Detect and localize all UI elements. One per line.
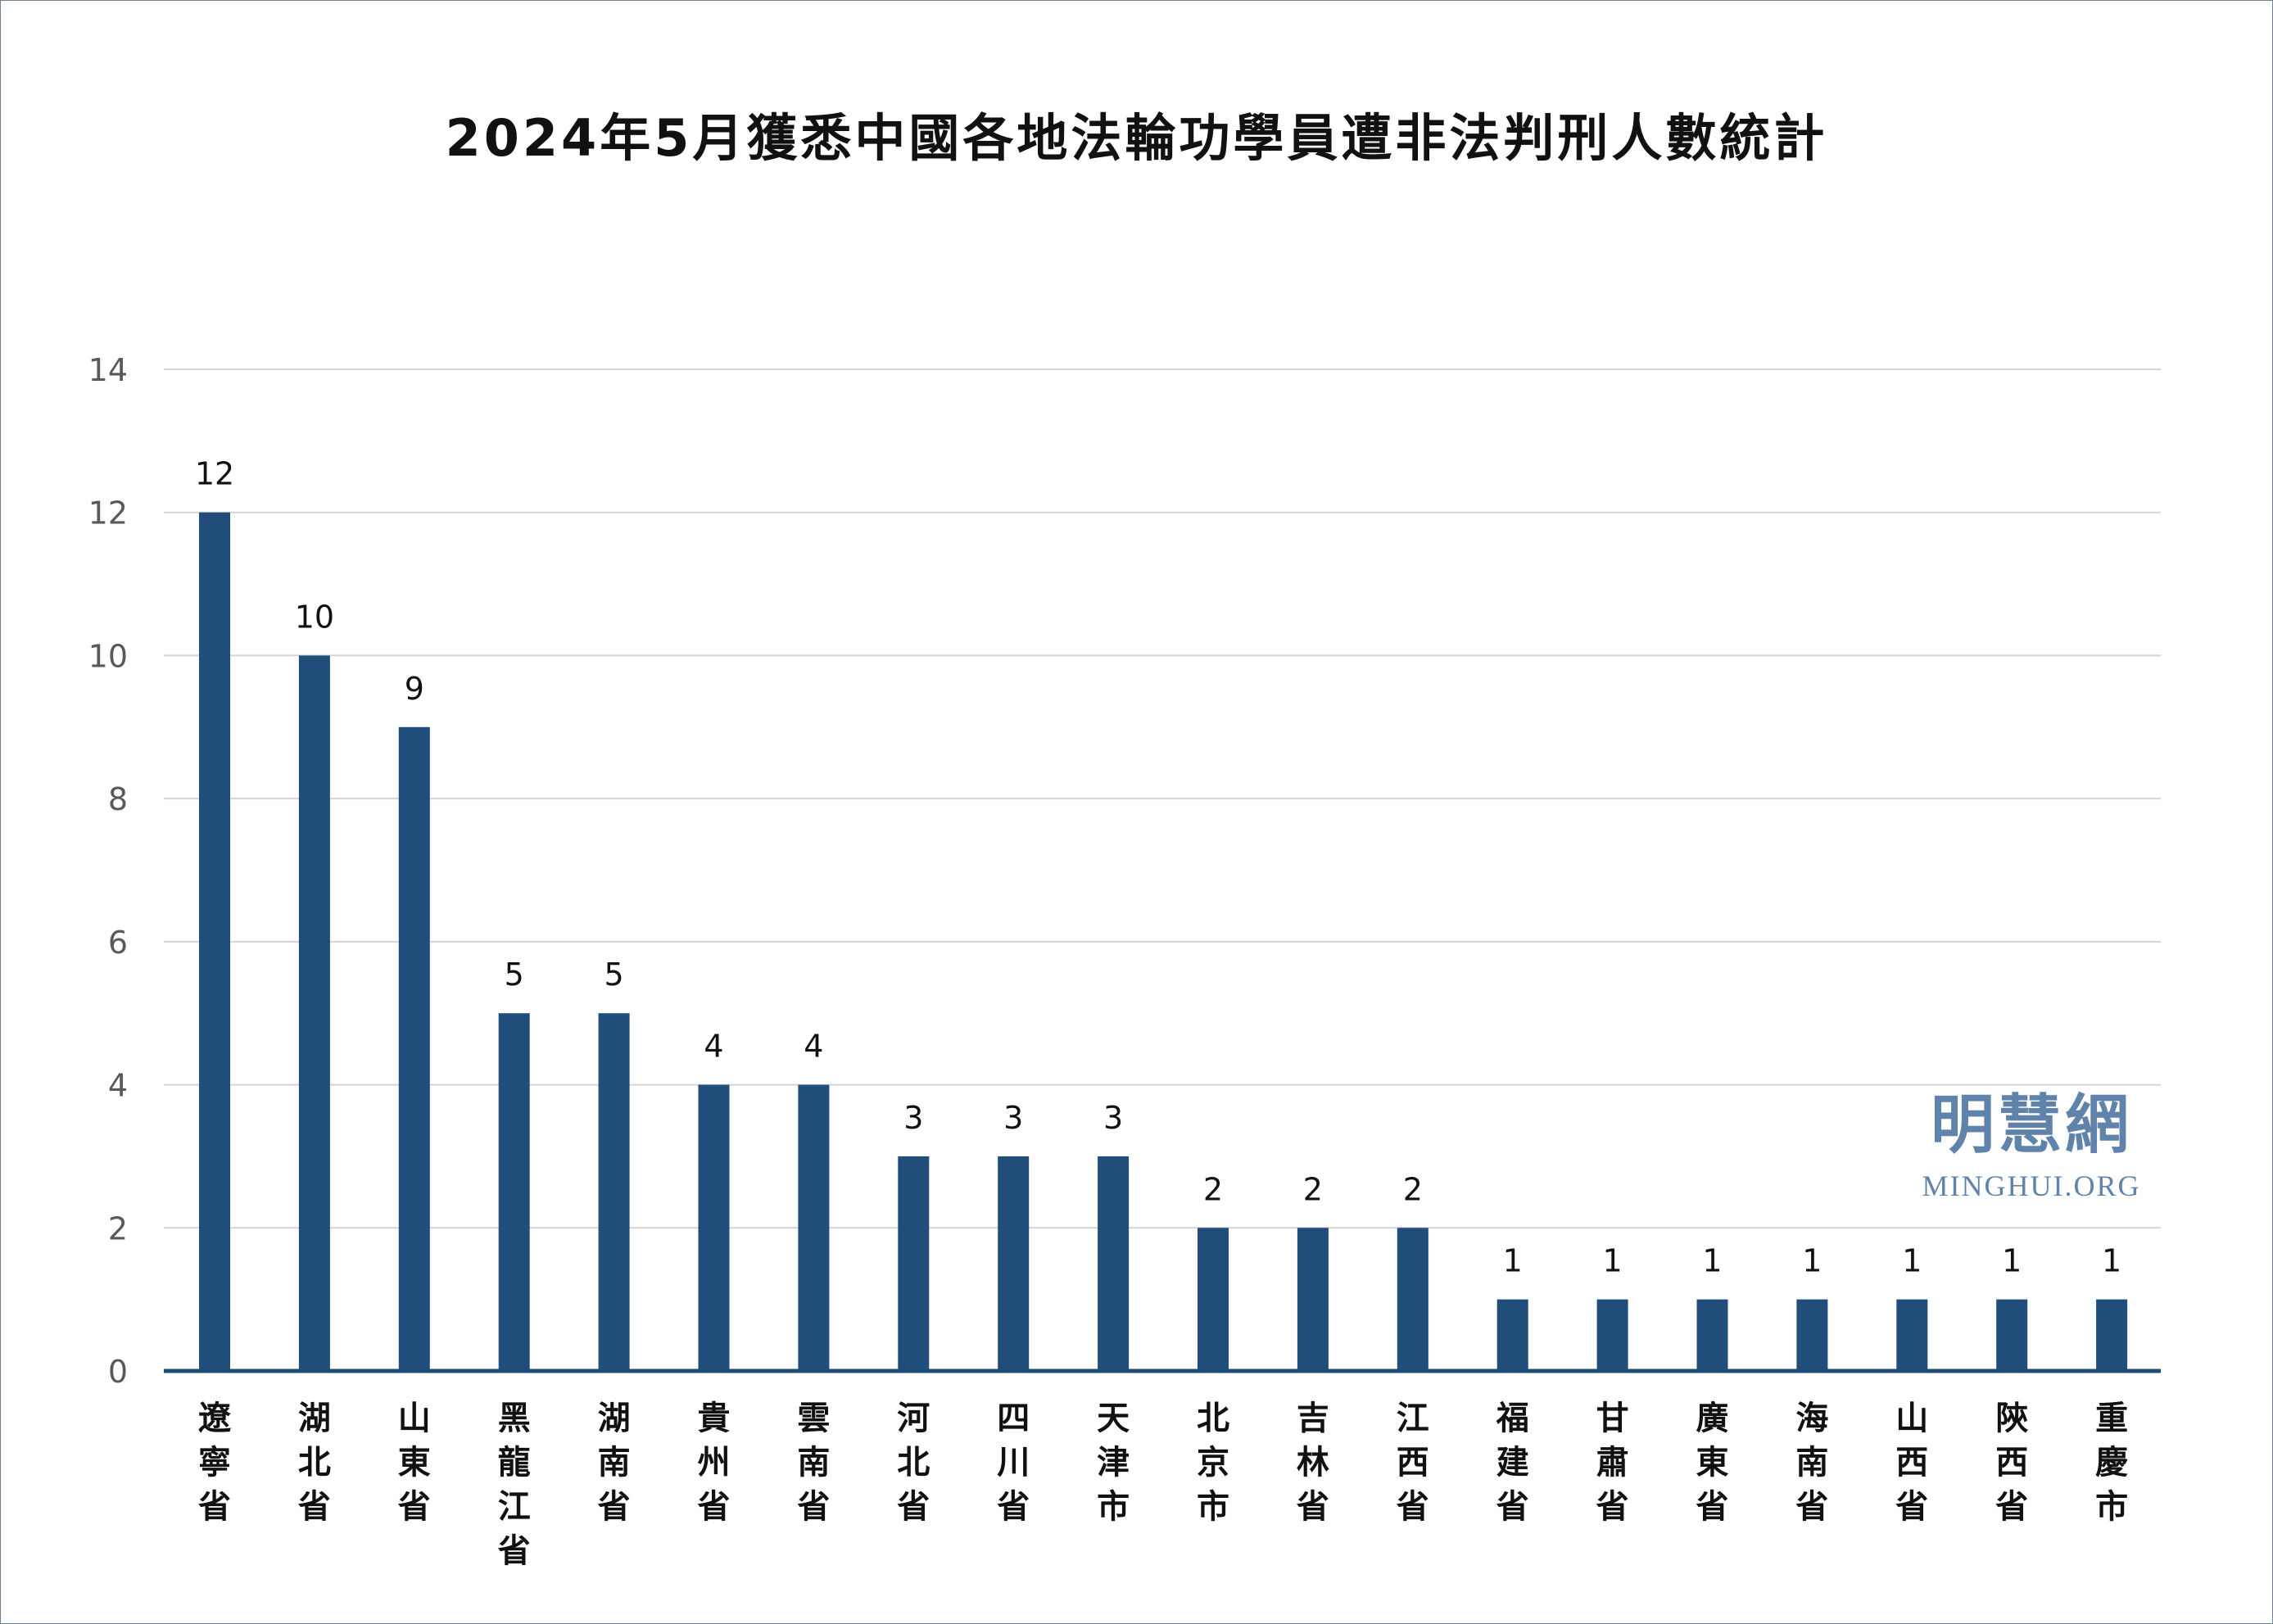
bar	[998, 1156, 1030, 1371]
bar	[698, 1084, 730, 1371]
bar	[1397, 1228, 1429, 1371]
bar	[199, 512, 230, 1371]
data-label: 1	[2102, 1243, 2121, 1279]
bar	[298, 655, 330, 1371]
bar	[1098, 1156, 1130, 1371]
category-label: 海南省	[1795, 1400, 1828, 1526]
category-label: 湖北省	[298, 1400, 331, 1526]
y-axis-ticks: 0 2 4 6 8 10 12 14	[88, 352, 128, 1390]
bar	[2096, 1299, 2128, 1371]
y-tick-label: 6	[108, 925, 128, 961]
data-label: 2	[1403, 1171, 1423, 1207]
data-label: 1	[1503, 1243, 1523, 1279]
category-label: 吉林省	[1297, 1400, 1329, 1526]
x-axis-categories: 遼寧省 湖北省 山東省 黑龍江省 湖南省 貴州省 雲南省 河北省 四川省 天津市 北京市 吉林省 江西省…	[198, 1400, 2128, 1570]
bar	[798, 1084, 830, 1371]
category-label: 雲南省	[797, 1400, 830, 1526]
bar	[1297, 1228, 1329, 1371]
y-tick-label: 8	[108, 781, 128, 817]
data-label: 1	[1702, 1243, 1722, 1279]
data-label: 2	[1303, 1171, 1323, 1207]
grid-lines	[164, 369, 2161, 1229]
y-tick-label: 10	[88, 638, 128, 674]
y-tick-label: 12	[88, 495, 128, 532]
data-label: 3	[903, 1100, 923, 1136]
category-label: 陝西省	[1995, 1400, 2028, 1526]
watermark-en: MINGHUI.ORG	[1922, 1169, 2141, 1202]
bar	[1198, 1228, 1229, 1371]
bar	[1996, 1299, 2028, 1371]
category-label: 重慶市	[2095, 1400, 2128, 1526]
minghui-watermark: 明慧網 MINGHUI.ORG	[1884, 1093, 2179, 1203]
y-tick-label: 14	[88, 352, 128, 388]
category-label: 天津市	[1097, 1400, 1130, 1526]
chart-title: 2024年5月獲悉中國各地法輪功學員遭非法判刑人數統計	[445, 108, 1828, 168]
bar	[1496, 1299, 1528, 1371]
category-label: 山東省	[398, 1400, 431, 1526]
y-tick-label: 4	[108, 1068, 128, 1104]
data-label: 10	[295, 599, 334, 635]
data-label: 5	[604, 957, 624, 993]
data-label: 2	[1203, 1171, 1223, 1207]
category-label: 四川省	[997, 1400, 1030, 1526]
data-labels: 12 10 9 5 5 4 4 3 3 3 2 2 2 1 1 1 1 1 1 1	[195, 456, 2121, 1279]
category-label: 福建省	[1496, 1400, 1529, 1526]
category-label: 山西省	[1895, 1400, 1928, 1526]
watermark-cn: 明慧網	[1930, 1088, 2132, 1162]
category-label: 貴州省	[698, 1400, 731, 1526]
bar	[1896, 1299, 1928, 1371]
category-label: 河北省	[897, 1400, 930, 1526]
y-tick-label: 2	[108, 1210, 128, 1246]
data-label: 12	[195, 456, 234, 492]
category-label: 湖南省	[598, 1400, 631, 1526]
category-label: 黑龍江省	[498, 1400, 531, 1570]
data-label: 1	[1802, 1243, 1822, 1279]
data-label: 5	[505, 957, 524, 993]
data-label: 1	[1902, 1243, 1922, 1279]
bar	[598, 1013, 630, 1371]
category-label: 江西省	[1397, 1400, 1429, 1526]
data-label: 3	[1103, 1100, 1123, 1136]
data-label: 4	[804, 1029, 823, 1065]
data-label: 1	[1603, 1243, 1623, 1279]
bar	[898, 1156, 930, 1371]
y-tick-label: 0	[108, 1354, 128, 1390]
bar	[1796, 1299, 1828, 1371]
bar	[1596, 1299, 1628, 1371]
category-label: 遼寧省	[198, 1400, 232, 1526]
data-label: 9	[405, 671, 424, 707]
category-label: 廣東省	[1696, 1400, 1729, 1526]
bar	[498, 1013, 530, 1371]
bar	[1696, 1299, 1728, 1371]
data-label: 1	[2002, 1243, 2022, 1279]
category-label: 甘肅省	[1596, 1400, 1629, 1526]
data-label: 3	[1003, 1100, 1023, 1136]
category-label: 北京市	[1197, 1400, 1229, 1526]
data-label: 4	[704, 1029, 723, 1065]
bar	[398, 726, 430, 1371]
bars	[199, 512, 2128, 1371]
